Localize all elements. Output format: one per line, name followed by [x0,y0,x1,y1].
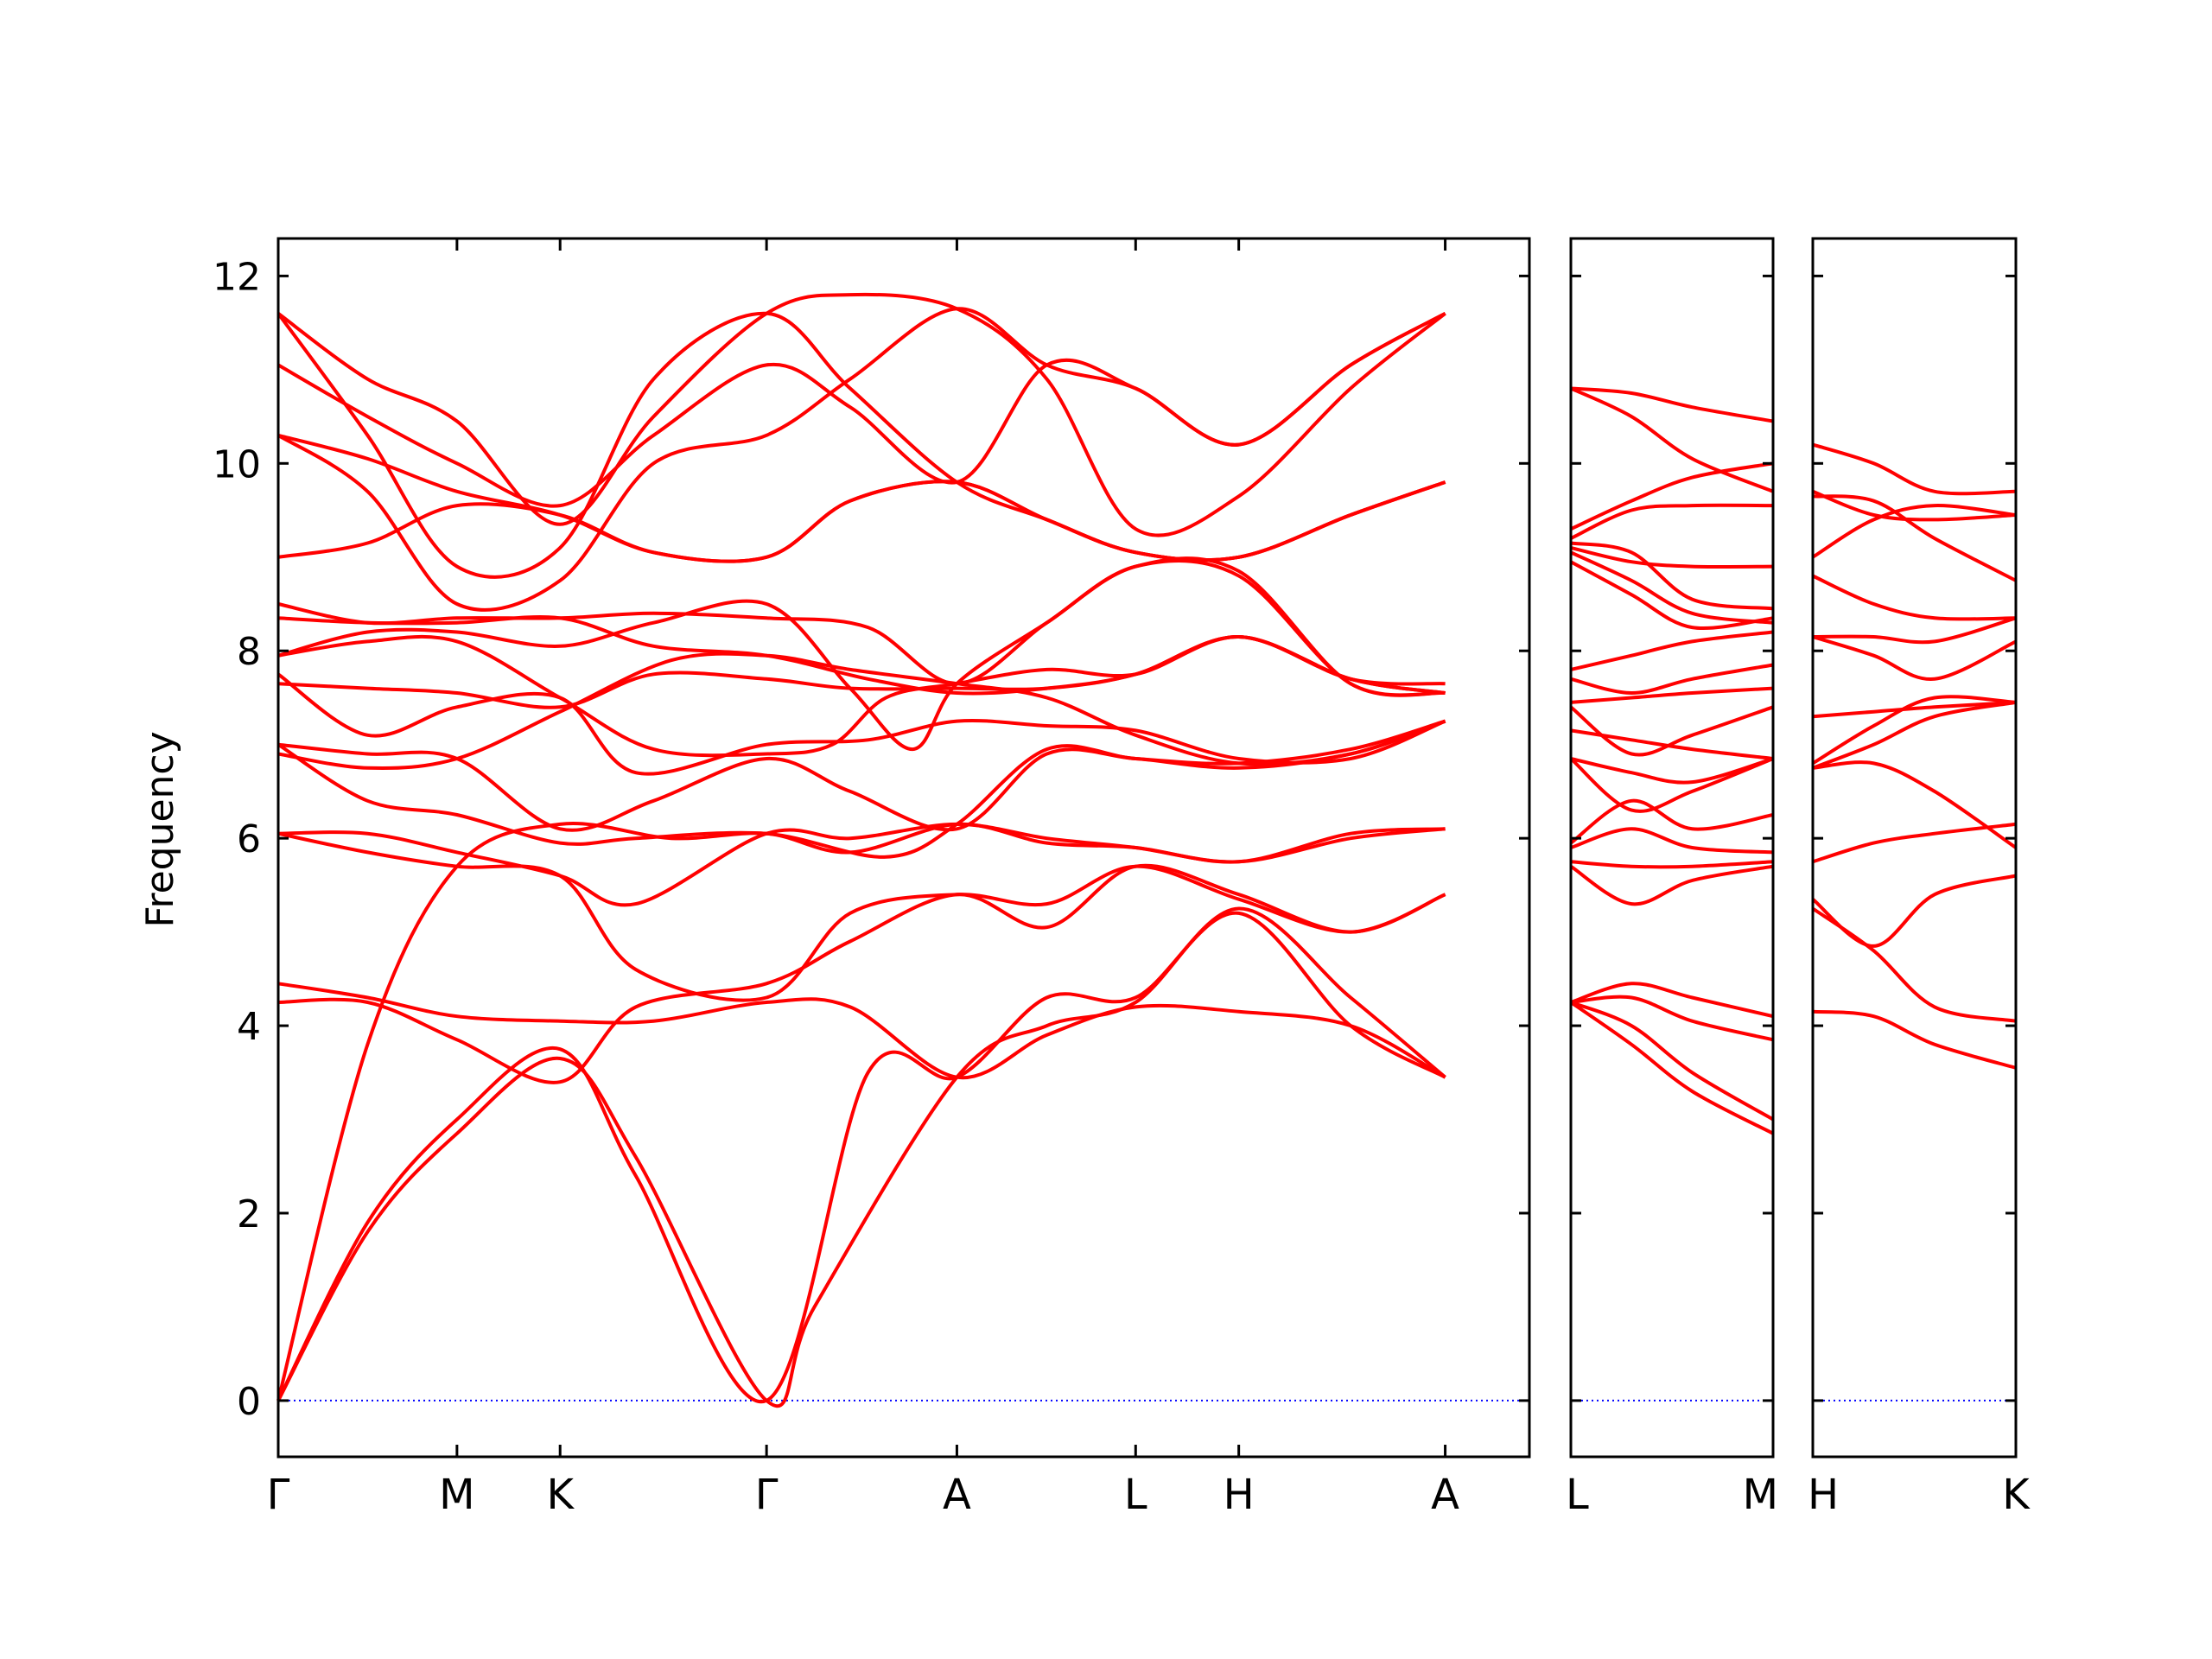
band-line-23 [1570,386,1774,423]
band-line-1 [1569,1001,1774,1135]
panel-frame [1811,237,2018,1459]
band-line-15 [1570,630,1774,671]
band-line-7 [277,822,1446,907]
band-line-3 [1570,995,1774,1042]
band-line-20 [276,312,1446,508]
band-line-4 [277,863,1446,1084]
x-tick-label: A [943,1471,971,1519]
band-line-18 [1570,545,1774,569]
band-line-12 [1811,504,2017,559]
x-tick-label: Γ [267,1471,290,1519]
y-tick-label: 8 [237,630,261,674]
x-tick-label: Γ [755,1471,779,1519]
band-line-16 [1570,560,1774,630]
band-line-10 [276,719,1446,859]
band-line-19 [1570,541,1774,611]
band-line-21 [1570,461,1774,531]
band-line-9 [277,719,1446,832]
x-tick-label: A [1431,1471,1459,1519]
band-line-13 [1812,494,2017,582]
band-line-19 [277,433,1446,563]
band-line-8 [277,652,1446,771]
band-line-6 [277,831,1446,1002]
band-line-2 [1811,906,2017,1023]
band-line-1 [1812,1009,2017,1070]
band-line-21 [276,292,1446,537]
band-line-11 [1812,574,2017,621]
y-tick-label: 0 [237,1380,261,1424]
band-line-17 [1570,550,1774,625]
band-line-8 [1569,798,1774,845]
y-tick-label: 10 [213,442,261,486]
band-line-12 [276,672,1446,776]
band-line-10 [1812,635,2017,681]
band-line-5 [1569,864,1774,906]
y-tick-label: 12 [213,255,261,299]
panel-1: 0 2 4 6 8 10 12 Γ M K Γ A L H A [213,237,1531,1519]
band-line-2 [276,911,1446,1404]
band-line-13 [1570,686,1774,704]
x-tick-label: K [2002,1471,2031,1519]
band-line-10 [1569,757,1774,813]
band-line-14 [277,559,1446,752]
band-line-16 [277,556,1446,697]
band-line-15 [277,615,1446,696]
band-line-22 [276,311,1446,579]
band-line-3 [1811,874,2017,948]
x-tick-label: H [1224,1471,1255,1519]
y-tick-label: 2 [237,1192,261,1236]
band-line-2 [1570,1001,1774,1122]
band-line-5 [1812,760,2018,849]
band-line-6 [1570,860,1774,869]
band-line-13 [277,634,1446,758]
band-line-14 [1812,489,2017,522]
x-tick-label: H [1808,1471,1839,1519]
panel-frame [276,237,1531,1459]
band-line-5 [277,982,1446,1080]
band-line-4 [1570,982,1774,1019]
band-line-4 [1812,822,2017,864]
band-line-6 [1812,700,2017,770]
x-tick-label: K [546,1471,575,1519]
band-line-9 [1812,616,2017,645]
x-tick-label: M [439,1471,474,1519]
y-tick-label: 6 [237,817,261,861]
band-line-12 [1569,705,1774,757]
y-axis-label: Frequency [138,731,182,927]
band-line-15 [1812,442,2017,496]
panel-frame [1569,237,1775,1459]
band-line-14 [1570,663,1774,695]
band-line-7 [1570,827,1774,855]
x-tick-label: L [1124,1471,1147,1519]
band-line-22 [1570,386,1774,493]
band-line-9 [1570,757,1774,785]
x-tick-label: L [1566,1471,1589,1519]
band-line-20 [1570,503,1774,540]
y-tick-label: 4 [237,1005,261,1049]
x-tick-label: M [1743,1471,1778,1519]
band-line-1 [276,906,1446,1408]
band-line-8 [1812,700,2017,719]
